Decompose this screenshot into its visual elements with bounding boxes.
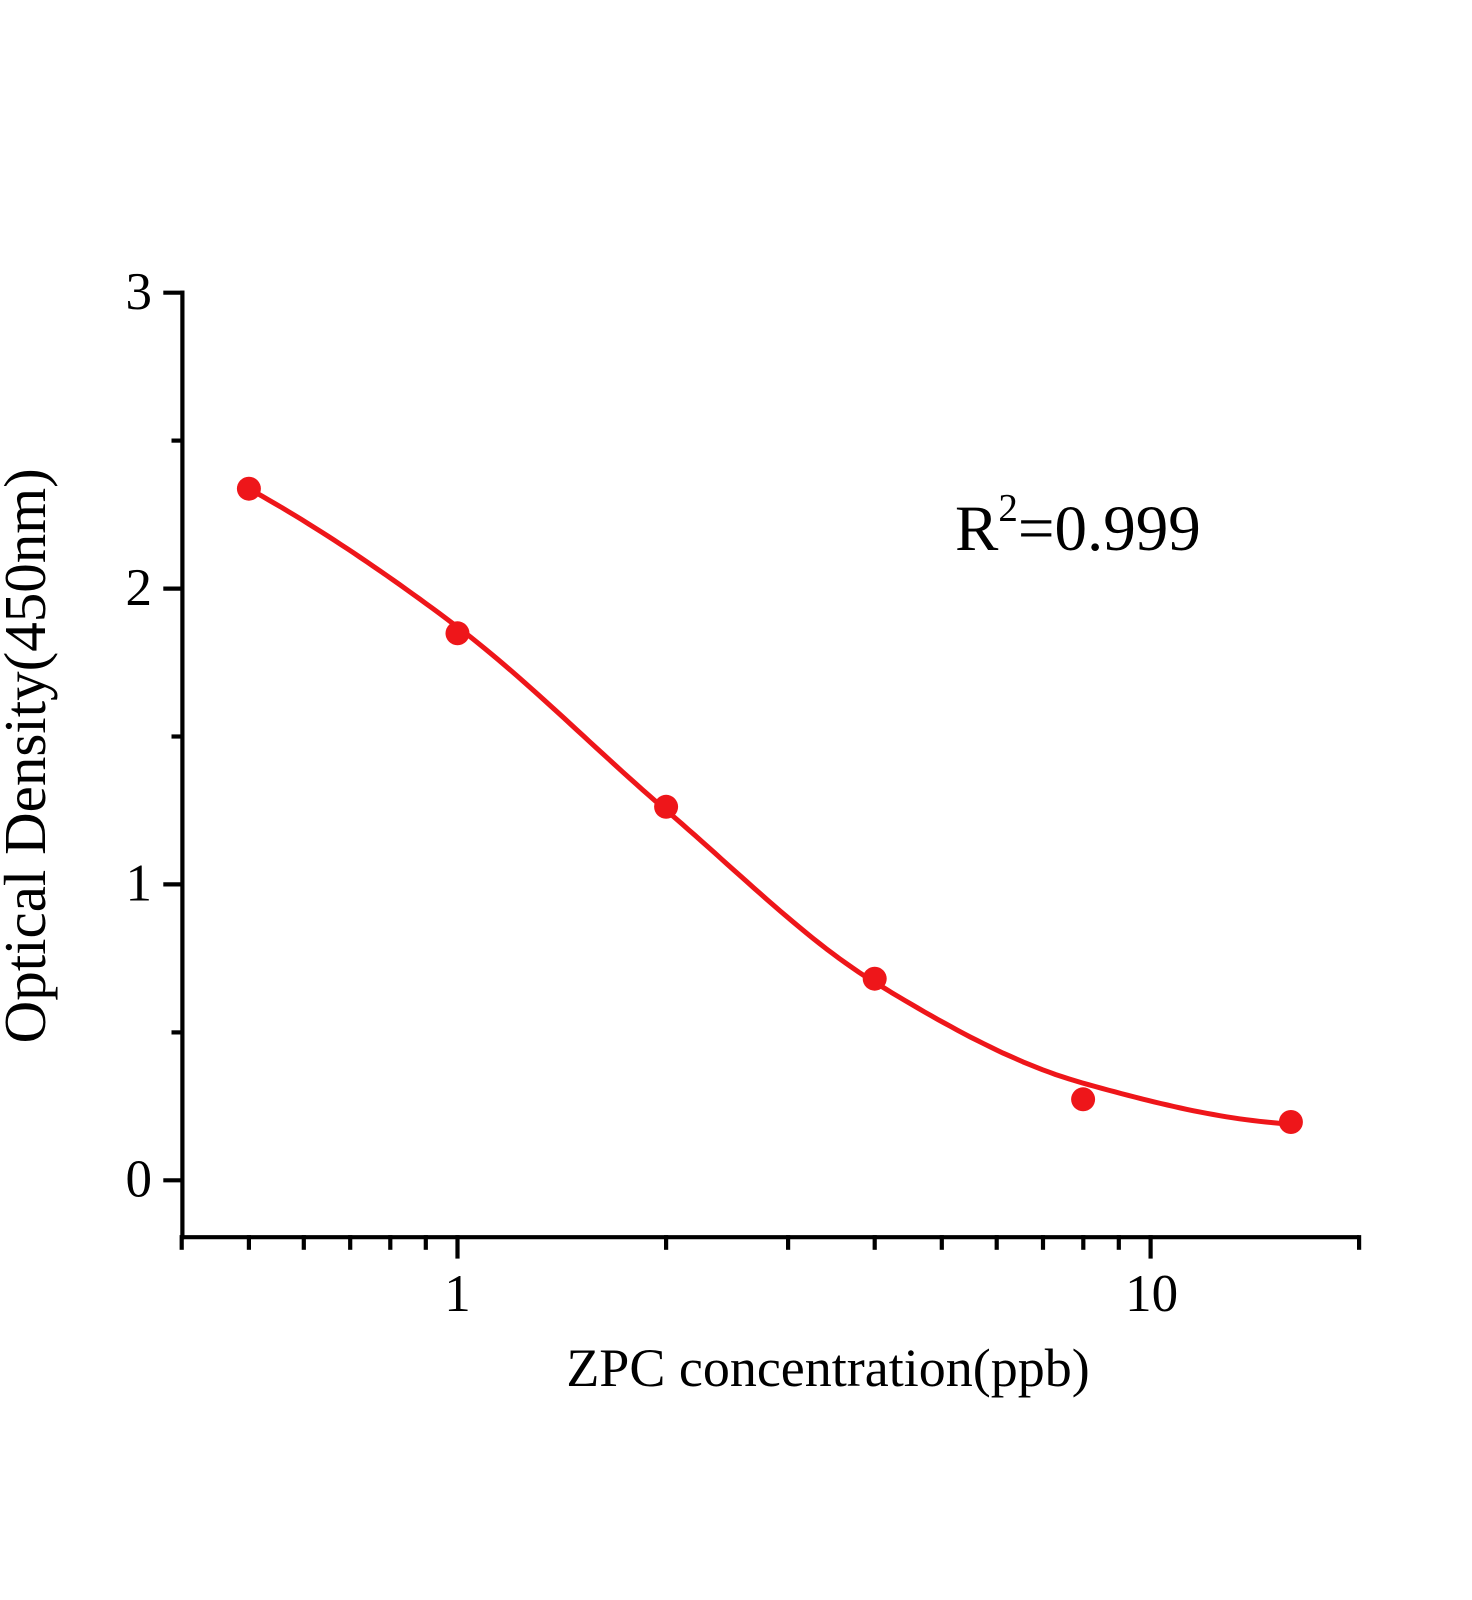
svg-text:R2=0.999: R2=0.999 — [955, 487, 1201, 565]
svg-text:2: 2 — [126, 559, 153, 617]
svg-text:1: 1 — [444, 1265, 471, 1323]
svg-text:10: 10 — [1125, 1265, 1178, 1323]
svg-text:3: 3 — [126, 263, 153, 321]
svg-text:ZPC concentration(ppb): ZPC concentration(ppb) — [566, 1338, 1089, 1398]
svg-text:0: 0 — [126, 1150, 153, 1208]
svg-text:1: 1 — [126, 855, 153, 913]
svg-text:Optical Density(450nm): Optical Density(450nm) — [0, 468, 58, 1043]
